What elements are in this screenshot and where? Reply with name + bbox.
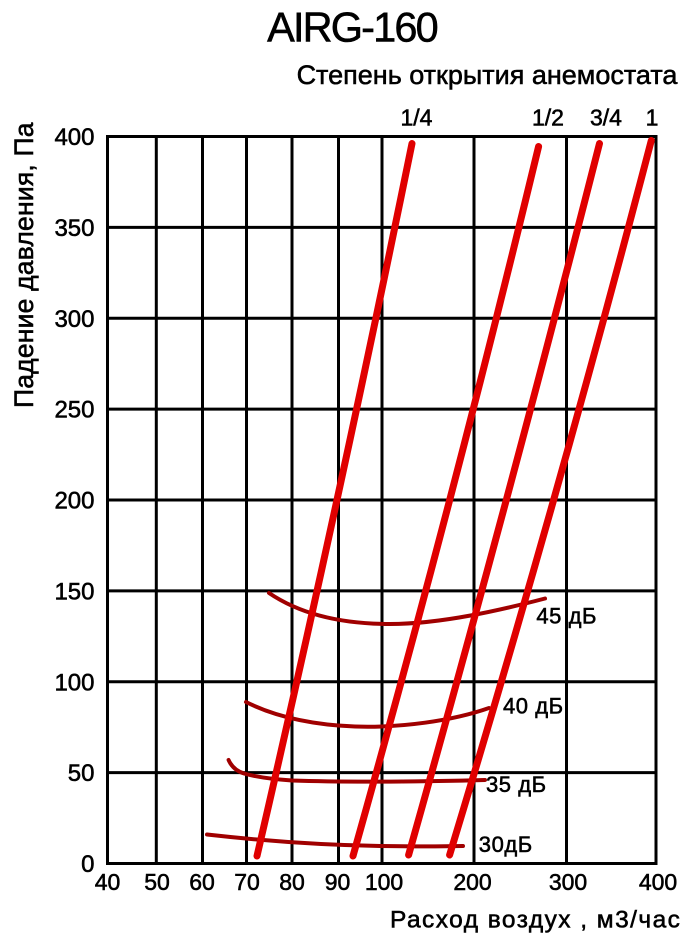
svg-text:80: 80 [279,869,305,895]
svg-text:90: 90 [325,869,351,895]
svg-text:45 дБ: 45 дБ [536,604,597,629]
svg-text:50: 50 [144,869,170,895]
svg-text:0: 0 [81,851,94,878]
svg-text:1: 1 [646,105,659,131]
svg-text:AIRG-160: AIRG-160 [267,4,437,51]
svg-text:1/2: 1/2 [532,105,564,131]
svg-text:350: 350 [54,215,94,242]
svg-text:50: 50 [68,760,95,787]
svg-text:200: 200 [453,869,491,895]
svg-text:40 дБ: 40 дБ [503,693,564,718]
svg-text:Падение давления, Па: Падение давления, Па [9,122,39,408]
svg-text:100: 100 [365,869,403,895]
svg-text:35 дБ: 35 дБ [486,772,547,797]
svg-text:300: 300 [54,306,94,333]
svg-text:3/4: 3/4 [590,105,622,131]
svg-text:100: 100 [54,669,94,696]
svg-text:Расход воздух , м3/час: Расход воздух , м3/час [390,906,681,933]
svg-text:200: 200 [54,488,94,515]
svg-text:30дБ: 30дБ [479,832,533,857]
svg-text:40: 40 [95,869,121,895]
svg-text:1/4: 1/4 [401,105,433,131]
svg-text:400: 400 [639,869,677,895]
svg-text:70: 70 [234,869,260,895]
svg-text:400: 400 [54,124,94,151]
svg-text:250: 250 [54,397,94,424]
svg-text:60: 60 [189,869,215,895]
svg-text:300: 300 [549,869,587,895]
svg-text:150: 150 [54,578,94,605]
svg-text:Степень открытия анемостата: Степень открытия анемостата [297,60,679,90]
